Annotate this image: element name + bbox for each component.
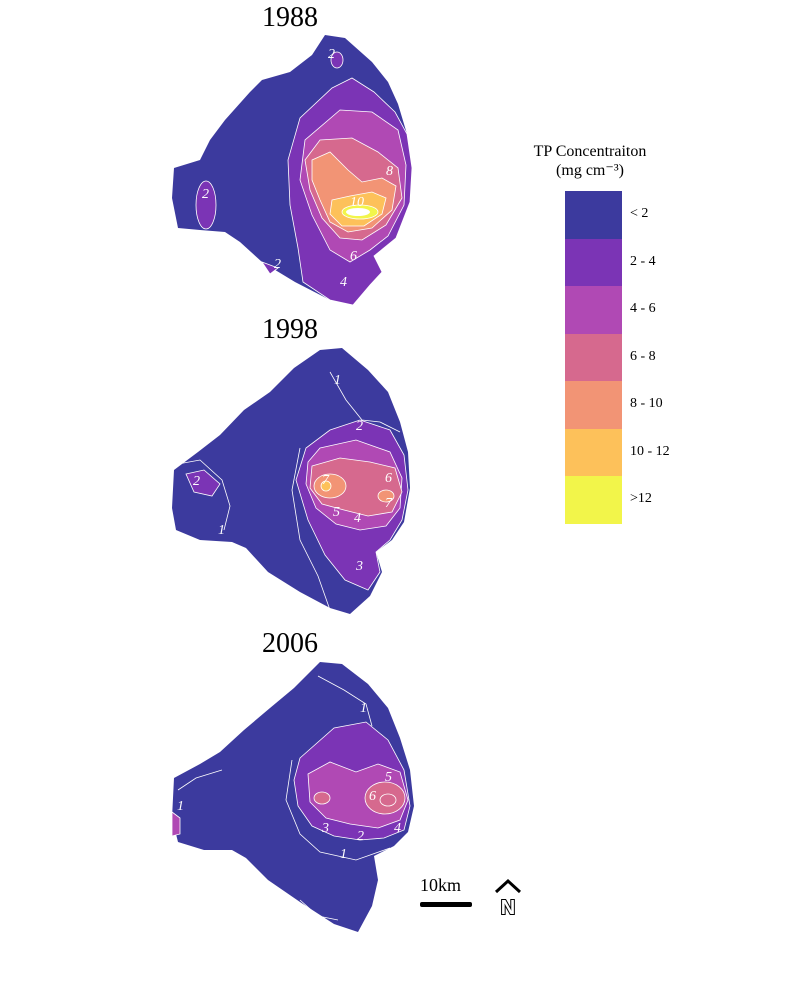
contour-label: 1 [340,847,347,862]
legend-swatch [565,191,622,239]
contour-label: 7 [322,473,330,488]
north-arrow-icon: N [494,878,522,918]
map-1998-zone-6-8 [309,457,403,517]
north-arrow-label: N [501,897,515,918]
map-1988-west-patch [195,180,217,230]
contour-label: 2 [328,47,335,62]
legend-title-units: (mg cm⁻³) [556,162,624,179]
map-1988-peak [346,208,370,216]
contour-label: 2 [193,474,200,489]
scale-bar [420,902,472,907]
map-2006-contour-1 [177,675,391,921]
contour-label: 1 [218,523,225,538]
contour-label: 5 [385,770,392,785]
map-2006-west-patch [171,811,181,837]
contour-label: 2 [356,419,363,434]
contour-label: 4 [340,275,347,290]
map-2006-peak [379,793,397,807]
legend-swatch [565,476,622,524]
legend-swatch [565,286,622,334]
legend-title: TP Concentraiton (mg cm⁻³) [500,142,680,180]
map-1988-north-patch [330,51,344,69]
legend-label: 4 - 6 [630,301,656,316]
contour-label: 2 [357,829,364,844]
contour-label: 3 [321,821,329,836]
legend-swatch [565,428,622,476]
panel-title-1988: 1988 [262,2,318,33]
contour-label: 8 [386,164,393,179]
map-panel-1988: 2 8 10 2 6 2 4 [172,35,413,306]
panel-title-1998: 1998 [262,314,318,345]
legend-label: 6 - 8 [630,348,656,364]
contour-label: 4 [394,821,401,836]
map-panel-1998: 1 2 2 7 6 7 5 4 1 3 [172,348,410,614]
legend-swatch [565,333,622,381]
legend-label: 10 - 12 [630,443,670,459]
contour-label: 1 [177,799,184,814]
contour-label: 6 [350,249,357,264]
contour-label: 2 [274,257,281,272]
contour-label: 7 [385,496,393,511]
contour-label: 1 [334,373,341,388]
legend-label: >12 [630,491,652,506]
panel-title-2006: 2006 [262,628,318,659]
legend-title-line1: TP Concentraiton [533,143,647,160]
legend-label: 2 - 4 [630,253,656,269]
contour-label: 5 [333,505,340,520]
contour-label: 6 [369,789,376,804]
map-2006-zone-6-8-west [313,791,331,805]
contour-label: 4 [354,511,361,526]
contour-label: 1 [360,701,367,716]
legend-swatch [565,238,622,286]
map-1998-contour-1 [291,371,401,611]
legend-label: < 2 [630,206,649,221]
contour-label: 6 [385,471,392,486]
map-panel-2006: 1 1 5 6 3 2 4 1 [171,662,414,932]
map-1998-peak-west [320,480,332,492]
contour-label: 10 [350,195,364,210]
legend-swatch [565,381,622,429]
contour-label: 3 [355,559,363,574]
map-1988-sw-patch [260,261,279,275]
scale-bar-label: 10km [420,875,462,895]
map-1998-west-patch [185,469,221,497]
map-1998-west-contour-1 [177,459,231,531]
legend-label: 8 - 10 [630,396,663,411]
map-1998-peak-east [377,489,395,503]
contour-label: 2 [202,187,209,202]
